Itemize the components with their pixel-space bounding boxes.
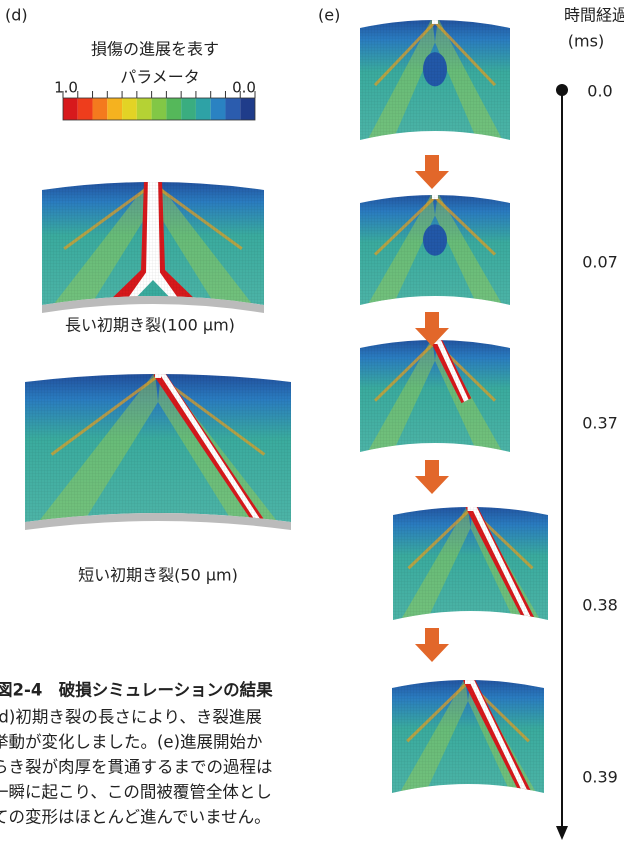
color-cell [166,98,181,120]
time-label: 0.39 [582,768,618,787]
axis-unit: (ms) [568,32,604,51]
image-caption: 短い初期き裂(50 μm) [78,566,238,585]
color-cell [122,98,137,120]
color-cell [196,98,211,120]
field [360,328,510,462]
field [360,8,510,150]
caption-line: ての変形はほとんど進んでいません。 [0,808,271,827]
arrow-shaft [425,628,439,646]
caption-line: 挙動が変化しました。(e)進展開始か [0,733,263,752]
time-label: 0.37 [582,414,618,433]
simulation-image [392,668,544,803]
image-caption: 長い初期き裂(100 μm) [65,316,235,335]
color-cell [78,98,93,120]
arrow-head [415,171,449,189]
caption-line: らき裂が肉厚を貫通するまでの過程は [0,758,273,777]
color-cell [63,98,78,120]
color-cell [181,98,196,120]
time-label: 0.0 [587,82,612,101]
arrow-head [415,476,449,494]
caption-line: 一瞬に起こり、この間被覆管全体とし [0,783,272,802]
color-cell [240,98,255,120]
color-cell [211,98,226,120]
axis-start [556,84,568,96]
caption-line: (d)初期き裂の長さにより、き裂進展 [0,708,262,727]
figure: (d) 損傷の進展を表す パラメータ 1.0 0.0 長い初期き裂(100 μm… [0,0,624,843]
field [393,495,548,630]
legend-title: 損傷の進展を表す [91,40,219,59]
panel-label: (e) [318,6,340,25]
color-cell [107,98,122,120]
panel-label: (d) [5,6,28,25]
simulation-image [393,495,548,630]
field [42,170,264,315]
color-cell [93,98,108,120]
simulation-image [25,362,291,532]
mesh [393,495,548,630]
axis-title: 時間経過 [564,6,624,25]
caption-title: 図2-4 破損シミュレーションの結果 [0,680,273,700]
simulation-image [360,328,510,462]
page: {"panel_d":{"label":"(d)","legend":{"tit… [0,0,624,843]
legend-min: 0.0 [232,79,256,97]
mesh [25,362,291,532]
color-bar [63,91,255,120]
simulation-image [360,183,510,315]
simulation-image [360,8,510,150]
arrow-head [415,644,449,662]
mesh [360,8,510,150]
simulation-image [42,170,264,315]
mesh [360,183,510,315]
mesh [392,668,544,803]
field [360,183,510,315]
legend-title: パラメータ [120,68,200,87]
arrow-shaft [425,155,439,173]
time-label: 0.07 [582,253,618,272]
axis-arrow [556,826,568,840]
time-label: 0.38 [582,596,618,615]
color-cell [152,98,167,120]
field [392,668,544,803]
color-cell [225,98,240,120]
field [25,362,291,532]
color-cell [137,98,152,120]
arrow-shaft [425,460,439,478]
mesh [360,328,510,462]
legend-max: 1.0 [54,79,78,97]
mesh [42,170,264,315]
arrow-shaft [425,312,439,330]
